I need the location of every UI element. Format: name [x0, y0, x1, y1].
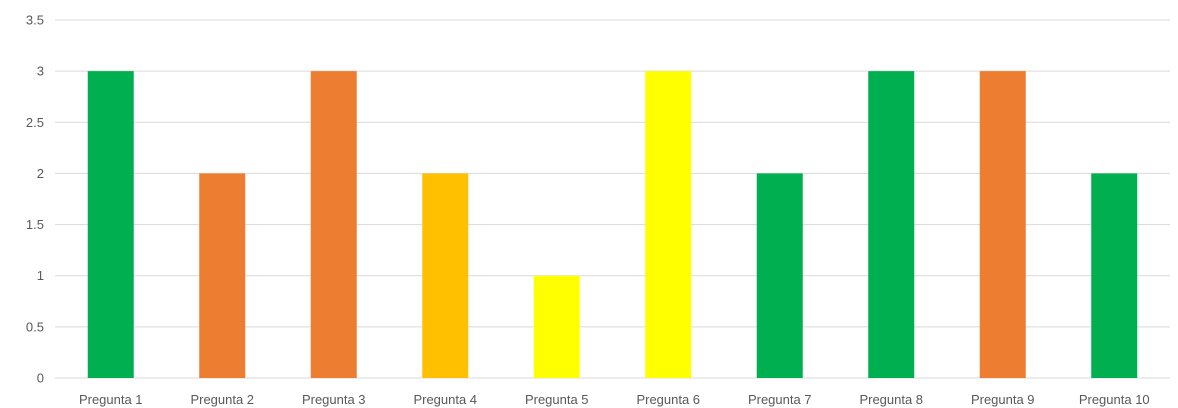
bar: [422, 173, 469, 378]
bar: [645, 71, 692, 379]
x-tick-label: Pregunta 1: [79, 392, 143, 407]
x-tick-label: Pregunta 2: [190, 392, 254, 407]
x-tick-label: Pregunta 7: [748, 392, 812, 407]
y-tick-label: 0.5: [26, 319, 44, 334]
bars: [87, 71, 1138, 379]
x-tick-label: Pregunta 5: [525, 392, 589, 407]
y-tick-label: 1.5: [26, 217, 44, 232]
x-tick-label: Pregunta 6: [636, 392, 700, 407]
bar: [87, 71, 134, 379]
bar: [979, 71, 1026, 379]
y-tick-label: 3.5: [26, 13, 44, 28]
x-tick-label: Pregunta 9: [971, 392, 1035, 407]
y-tick-label: 0: [37, 371, 44, 386]
y-tick-label: 1: [37, 268, 44, 283]
x-tick-label: Pregunta 4: [413, 392, 477, 407]
bar: [1091, 173, 1138, 378]
bar: [868, 71, 915, 379]
bar: [310, 71, 357, 379]
y-tick-label: 3: [37, 64, 44, 79]
y-axis-tick-labels: 0 0.5 1 1.5 2 2.5 3 3.5: [26, 13, 44, 386]
x-tick-label: Pregunta 10: [1079, 392, 1150, 407]
bar: [533, 275, 580, 378]
x-tick-label: Pregunta 3: [302, 392, 366, 407]
x-axis-tick-labels: Pregunta 1 Pregunta 2 Pregunta 3 Pregunta 4…: [79, 392, 1150, 407]
x-tick-label: Pregunta 8: [859, 392, 923, 407]
bar: [199, 173, 246, 378]
bar: [756, 173, 803, 378]
y-tick-label: 2.5: [26, 115, 44, 130]
y-tick-label: 2: [37, 166, 44, 181]
